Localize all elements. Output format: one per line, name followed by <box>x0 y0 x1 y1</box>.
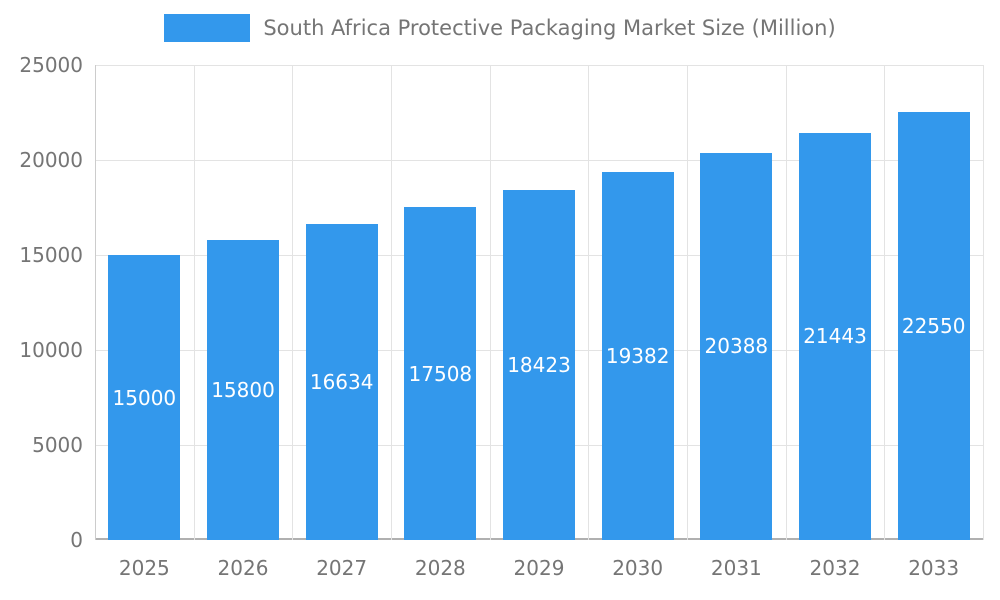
chart-title: South Africa Protective Packaging Market… <box>263 16 836 40</box>
plot-area: 15000 15800 16634 17508 18423 19382 20388 21443… <box>95 65 984 540</box>
x-axis-tick-label: 2032 <box>809 556 861 580</box>
gridline-horizontal <box>95 65 983 66</box>
x-axis-tick-label: 2027 <box>316 556 368 580</box>
bar-value-label: 15000 <box>112 385 177 410</box>
bar-2030 <box>601 171 674 540</box>
bar-2029 <box>503 189 575 540</box>
bar-2025 <box>108 255 181 540</box>
bar-value-label: 19382 <box>605 343 670 368</box>
bar-value-label: 16634 <box>309 369 374 394</box>
gridline-horizontal <box>95 160 983 161</box>
x-axis-tick-label: 2026 <box>217 556 269 580</box>
bar-2027 <box>305 223 378 540</box>
y-axis-tick-label: 20000 <box>19 148 83 172</box>
bar-value-label: 22550 <box>901 313 966 338</box>
bar-value-label: 17508 <box>408 361 473 386</box>
y-axis-line <box>95 65 96 540</box>
gridline-vertical <box>785 65 787 540</box>
bar-2032 <box>799 132 871 540</box>
x-axis-tick-label: 2033 <box>908 556 960 580</box>
bar-2028 <box>404 207 477 540</box>
y-axis-tick-label: 15000 <box>19 243 83 267</box>
x-axis-tick-label: 2028 <box>414 556 466 580</box>
gridline-vertical <box>391 65 392 540</box>
bar-value-label: 15800 <box>211 377 275 402</box>
gridline-vertical <box>193 65 195 540</box>
gridline-vertical <box>687 65 688 540</box>
gridline-vertical <box>292 65 294 540</box>
bar-2026 <box>207 239 279 540</box>
y-axis-tick-label: 5000 <box>32 433 83 457</box>
gridline-vertical <box>489 65 491 540</box>
gridline-vertical <box>588 65 590 540</box>
chart-legend: South Africa Protective Packaging Market… <box>0 14 1000 42</box>
bar-value-label: 21443 <box>803 324 867 349</box>
bar-2033 <box>897 111 970 540</box>
x-axis-tick-label: 2030 <box>612 556 664 580</box>
y-axis-tick-label: 0 <box>70 528 83 552</box>
x-axis-tick-label: 2029 <box>513 556 565 580</box>
y-axis-tick-label: 10000 <box>19 338 83 362</box>
gridline-vertical <box>983 65 984 540</box>
gridline-vertical <box>884 65 886 540</box>
legend-swatch <box>164 14 251 42</box>
y-axis-tick-label: 25000 <box>19 53 83 77</box>
bar-2031 <box>700 152 773 540</box>
bar-value-label: 18423 <box>507 352 571 377</box>
x-axis-tick-label: 2025 <box>118 556 170 580</box>
x-axis-tick-label: 2031 <box>710 556 762 580</box>
bar-value-label: 20388 <box>704 334 769 359</box>
